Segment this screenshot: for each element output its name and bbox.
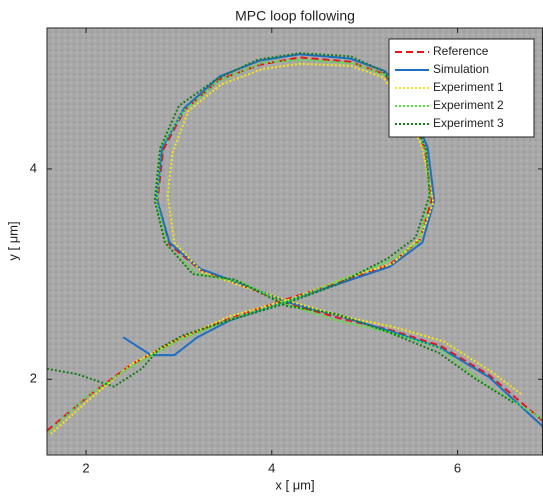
series-line	[50, 62, 524, 435]
x-axis-label: x [ μm]	[275, 477, 314, 492]
y-axis-label: y [ μm]	[5, 221, 20, 260]
x-tick-label: 6	[454, 460, 461, 475]
chart-title: MPC loop following	[235, 8, 355, 24]
legend-box	[388, 38, 535, 138]
x-tick-label: 4	[268, 460, 275, 475]
legend-label: Reference	[433, 44, 489, 58]
series-line	[46, 52, 514, 404]
legend-label: Experiment 3	[433, 116, 504, 130]
y-tick-label: 2	[30, 371, 37, 386]
legend-label: Simulation	[433, 62, 489, 76]
legend-label: Experiment 2	[433, 98, 504, 112]
legend-label: Experiment 1	[433, 80, 504, 94]
y-tick-label: 4	[30, 160, 37, 175]
series-line	[48, 58, 543, 433]
x-tick-label: 2	[82, 460, 89, 475]
